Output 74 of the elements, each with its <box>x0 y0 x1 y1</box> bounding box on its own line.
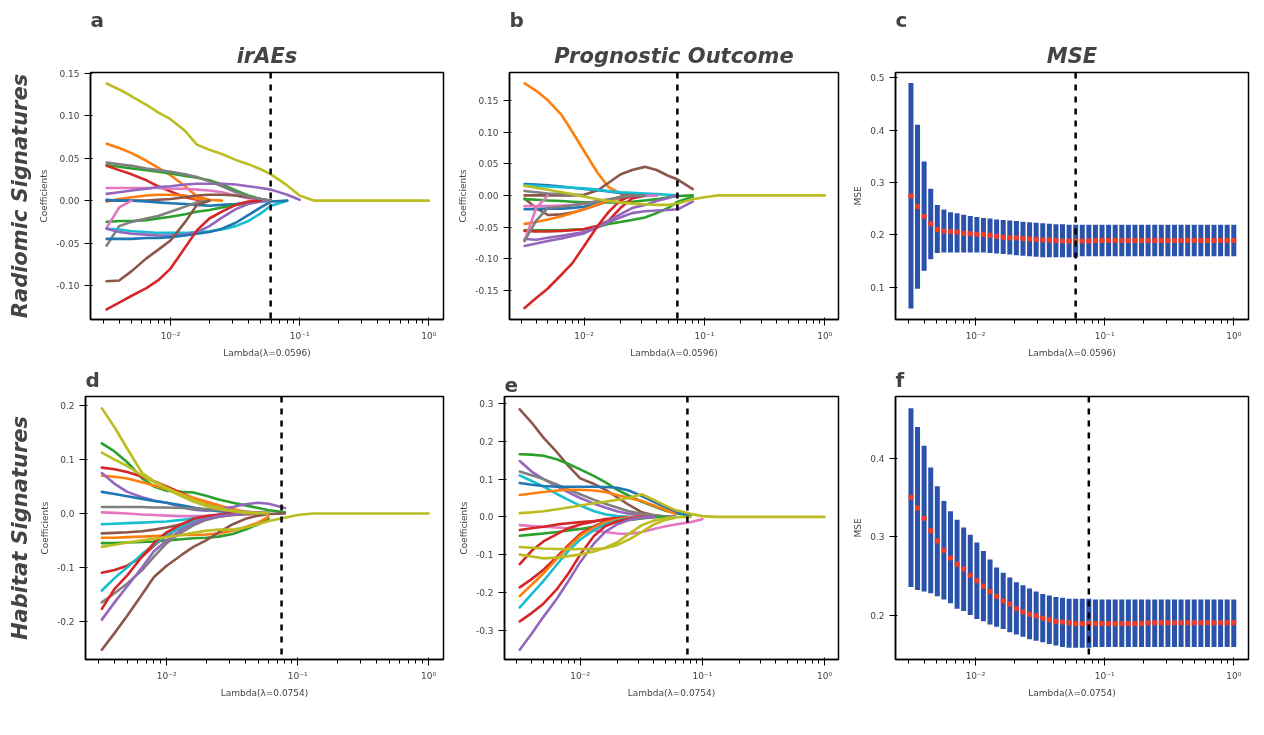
text: irAEs <box>236 43 298 68</box>
chart-title: d <box>85 367 100 392</box>
x-axis-title: Lambda(λ=0.0596) <box>1028 347 1116 358</box>
x-tick-label: 10⁻¹ <box>1094 670 1115 681</box>
x-tick-label: 10⁻¹ <box>287 670 308 681</box>
chart-title: f <box>895 367 905 392</box>
y-tick-label: -0.15 <box>475 285 499 296</box>
x-tick-label: 10⁻¹ <box>289 330 310 341</box>
y-tick-label: 0.0 <box>60 508 75 519</box>
y-tick-label: 0.0 <box>479 512 494 523</box>
y-tick-label: 0.2 <box>870 610 885 621</box>
y-tick-label: -0.1 <box>475 550 494 561</box>
x-tick-label: 10⁰ <box>421 330 437 341</box>
y-tick-label: 0.15 <box>59 68 80 79</box>
y-tick-label: -0.05 <box>56 238 80 249</box>
y-tick-label: 0.05 <box>478 159 499 170</box>
x-tick-label: 10⁻² <box>160 330 181 341</box>
x-axis-title: Lambda(λ=0.0754) <box>627 687 716 698</box>
y-tick-label: -0.10 <box>56 281 80 292</box>
x-tick-label: 10⁻² <box>570 670 591 681</box>
x-axis-title: Lambda(λ=0.0754) <box>1028 687 1116 698</box>
y-axis-title: Coefficients <box>39 501 50 555</box>
chart-title: e <box>504 372 519 397</box>
y-tick-label: 0.2 <box>479 436 494 447</box>
y-tick-label: -0.10 <box>475 254 499 265</box>
y-tick-label: 0.00 <box>59 196 80 207</box>
y-tick-label: 0.4 <box>870 454 885 465</box>
x-tick-label: 10⁰ <box>817 330 833 341</box>
text: MSE <box>1046 43 1098 68</box>
y-tick-label: 0.2 <box>870 230 885 241</box>
y-tick-label: 0.00 <box>478 190 499 201</box>
y-tick-label: -0.2 <box>475 587 494 598</box>
x-tick-label: 10⁰ <box>421 670 437 681</box>
chart-title: c <box>895 7 908 32</box>
y-axis-title: Coefficients <box>39 169 50 223</box>
x-tick-label: 10⁻¹ <box>692 670 713 681</box>
y-tick-label: 0.10 <box>478 127 499 138</box>
y-axis-title: Coefficients <box>458 501 469 555</box>
x-tick-label: 10⁻¹ <box>694 330 715 341</box>
y-axis-title: MSE <box>853 518 864 538</box>
y-tick-label: 0.2 <box>60 401 75 412</box>
x-tick-label: 10⁰ <box>817 670 833 681</box>
y-tick-label: 0.4 <box>870 125 885 136</box>
x-tick-label: 10⁻² <box>965 670 986 681</box>
x-tick-label: 10⁰ <box>1226 670 1242 681</box>
y-axis-title: MSE <box>853 186 864 206</box>
y-tick-label: 0.5 <box>870 73 885 84</box>
y-tick-label: 0.10 <box>59 111 80 122</box>
y-tick-label: -0.1 <box>56 562 75 573</box>
chart-title: a <box>90 7 104 32</box>
y-tick-label: 0.05 <box>59 153 80 164</box>
y-tick-label: -0.2 <box>56 616 75 627</box>
x-tick-label: 10⁻² <box>965 330 986 341</box>
x-axis-title: Lambda(λ=0.0596) <box>630 347 718 358</box>
text: Radiomic Signatures <box>7 73 32 319</box>
y-tick-label: 0.3 <box>870 532 885 543</box>
x-tick-label: 10⁻¹ <box>1094 330 1115 341</box>
x-tick-label: 10⁰ <box>1226 330 1242 341</box>
y-tick-label: 0.1 <box>60 455 75 466</box>
y-tick-label: 0.1 <box>870 282 885 293</box>
y-tick-label: 0.3 <box>870 177 885 188</box>
y-tick-label: 0.15 <box>478 95 499 106</box>
y-tick-label: -0.05 <box>475 222 499 233</box>
y-axis-title: Coefficients <box>458 169 469 223</box>
text: Habitat Signatures <box>7 415 32 641</box>
x-axis-title: Lambda(λ=0.0596) <box>223 347 311 358</box>
y-tick-label: -0.3 <box>475 625 494 636</box>
y-tick-label: 0.3 <box>479 399 494 410</box>
x-tick-label: 10⁻² <box>574 330 595 341</box>
y-tick-label: 0.1 <box>479 474 494 485</box>
chart-title: b <box>509 7 524 32</box>
x-tick-label: 10⁻² <box>156 670 177 681</box>
x-axis-title: Lambda(λ=0.0754) <box>220 687 309 698</box>
text: Prognostic Outcome <box>554 43 794 68</box>
